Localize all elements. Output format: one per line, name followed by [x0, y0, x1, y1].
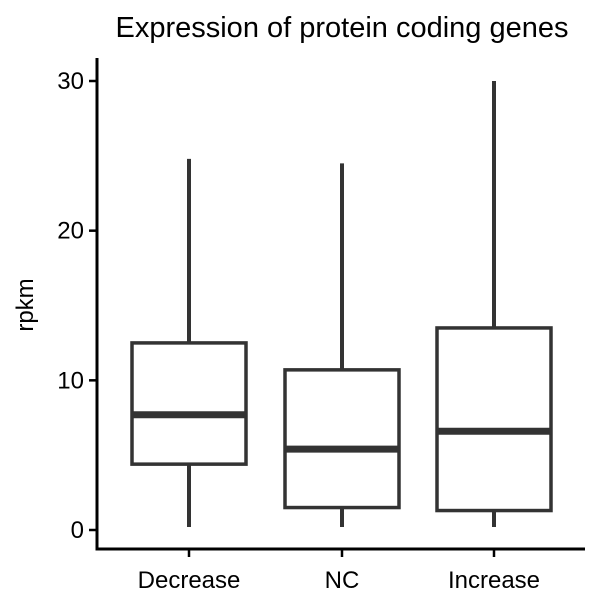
chart-title: Expression of protein coding genes [115, 12, 568, 44]
x-tick-label-increase: Increase [448, 567, 540, 594]
iqr-box-nc [283, 368, 401, 510]
x-tick-label-decrease: Decrease [138, 567, 241, 594]
box-nc [283, 163, 401, 528]
box-decrease [130, 158, 248, 528]
axes-layer: 0 10 20 30 Decrease NC Increase [57, 58, 585, 594]
y-axis-title: rpkm [12, 278, 39, 331]
y-tick-label-20: 20 [57, 218, 84, 245]
iqr-box-decrease [130, 341, 248, 466]
y-tick-label-30: 30 [57, 68, 84, 95]
y-tick-label-0: 0 [71, 517, 84, 544]
x-tick-label-nc: NC [325, 567, 360, 594]
y-tick-label-10: 10 [57, 367, 84, 394]
box-increase [435, 81, 553, 528]
boxes-layer [130, 81, 553, 528]
iqr-box-increase [435, 326, 553, 513]
